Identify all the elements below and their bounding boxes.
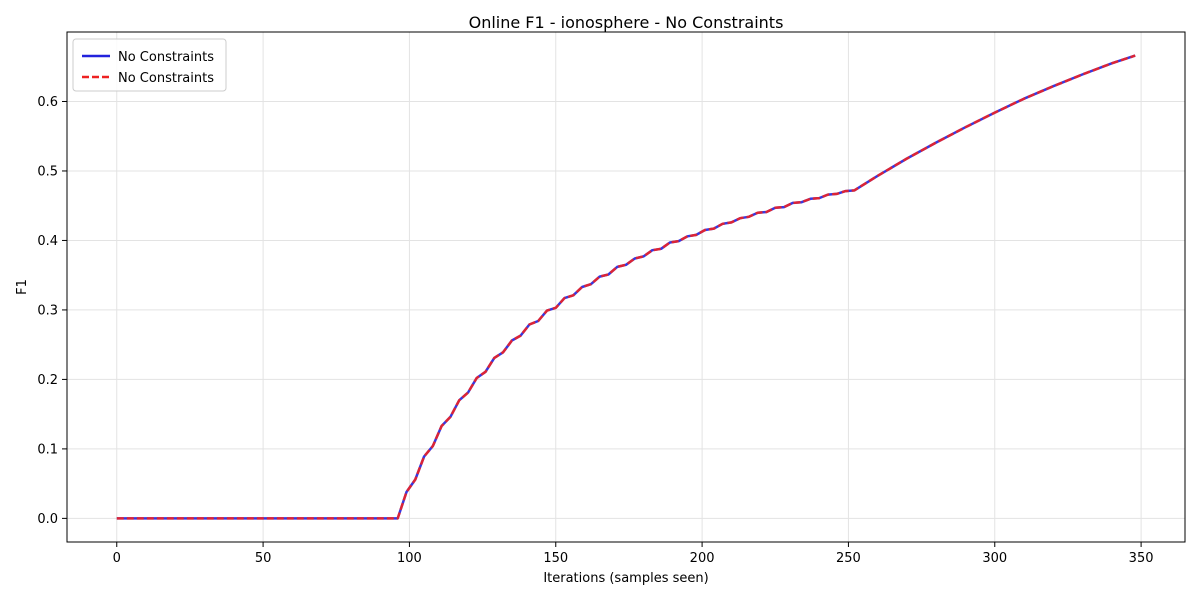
x-tick-label: 0 <box>113 551 121 566</box>
y-ticks: 0.0 0.1 0.2 0.3 0.4 0.5 0.6 <box>37 95 67 527</box>
chart-title: Online F1 - ionosphere - No Constraints <box>469 13 784 32</box>
series-group <box>116 54 1136 520</box>
x-tick-label: 150 <box>543 551 568 566</box>
x-axis-label: Iterations (samples seen) <box>543 571 708 586</box>
x-tick-label: 100 <box>397 551 422 566</box>
legend-label-series-1: No Constraints <box>118 50 214 65</box>
x-tick-label: 350 <box>1129 551 1154 566</box>
series-line-2 <box>116 54 1136 520</box>
x-tick-label: 200 <box>690 551 715 566</box>
legend-box <box>72 38 227 92</box>
y-tick-label: 0.4 <box>37 234 58 249</box>
y-tick-label: 0.1 <box>37 442 58 457</box>
legend-label-series-2: No Constraints <box>118 71 214 86</box>
y-tick-label: 0.0 <box>37 512 58 527</box>
x-tick-label: 300 <box>982 551 1007 566</box>
y-tick-label: 0.6 <box>37 95 58 110</box>
legend: No Constraints No Constraints <box>72 38 227 92</box>
x-ticks: 0 50 100 150 200 250 300 350 <box>113 542 1154 566</box>
y-tick-label: 0.2 <box>37 373 58 388</box>
x-tick-label: 250 <box>836 551 861 566</box>
plot-frame <box>66 31 1186 543</box>
y-axis-label: F1 <box>15 279 30 295</box>
y-tick-label: 0.3 <box>37 303 58 318</box>
y-tick-label: 0.5 <box>37 164 58 179</box>
x-tick-label: 50 <box>255 551 272 566</box>
